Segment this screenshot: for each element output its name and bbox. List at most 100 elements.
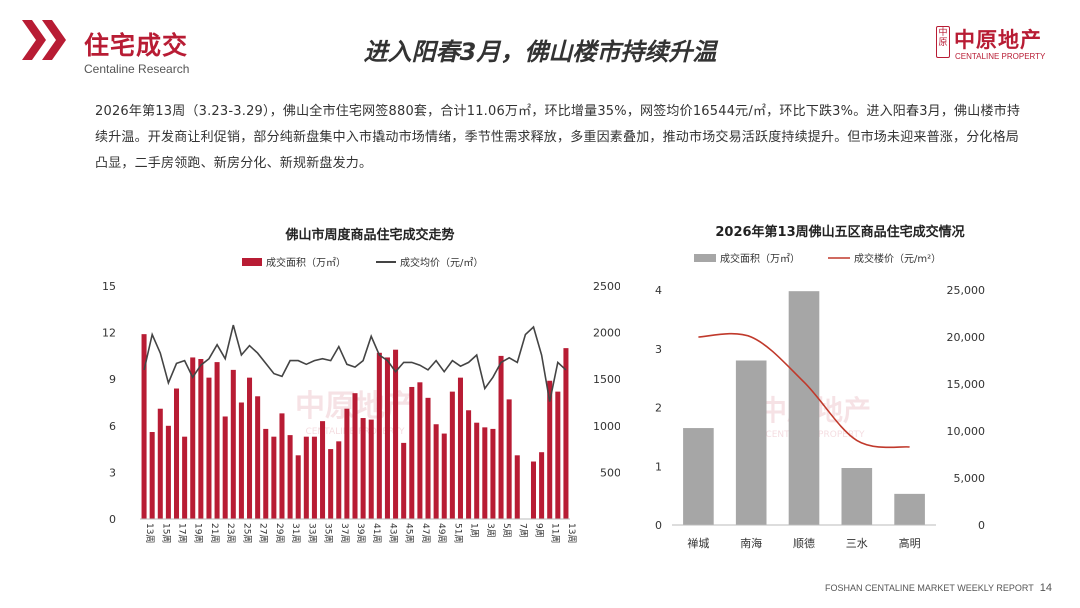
footer-text: FOSHAN CENTALINE MARKET WEEKLY REPORT — [825, 583, 1034, 593]
bar-area — [466, 410, 472, 519]
summary-paragraph: 2026年第13周（3.23-3.29），佛山全市住宅网签880套，合计11.0… — [95, 104, 1021, 171]
bar-area — [425, 397, 431, 519]
bar-area — [206, 377, 212, 519]
bar-area — [376, 352, 382, 519]
bar-area — [506, 399, 512, 519]
corp-name: 中原地产 — [954, 28, 1042, 52]
x-tick-label: 35周 — [323, 523, 334, 543]
y-left-tick-label: 4 — [655, 284, 662, 297]
x-tick-label: 9周 — [534, 523, 545, 538]
bar-area — [360, 418, 366, 519]
x-tick-label: 25周 — [241, 523, 252, 543]
y-left-tick-label: 0 — [109, 513, 116, 526]
bar-area — [547, 380, 553, 519]
bar-area — [409, 386, 415, 519]
x-tick-label: 13周 — [566, 523, 577, 543]
y-left-tick-label: 2 — [655, 402, 662, 415]
legend-swatch-area — [242, 258, 262, 266]
legend-swatch-area — [694, 254, 716, 262]
legend-label-price: 成交均价（元/㎡） — [400, 256, 483, 269]
x-tick-label: 顺德 — [793, 536, 815, 550]
bar-area — [417, 382, 423, 519]
line-price — [143, 324, 567, 402]
bar-area — [222, 416, 228, 519]
y-left-tick-label: 12 — [102, 327, 116, 340]
legend-label-area: 成交面积（万㎡） — [720, 252, 800, 265]
x-tick-label: 51周 — [452, 523, 463, 543]
bar-area — [490, 428, 496, 519]
x-tick-label: 19周 — [193, 523, 204, 543]
section-title: 住宅成交 — [84, 31, 189, 60]
bar-area — [368, 419, 374, 519]
bar-area — [441, 433, 447, 519]
y-right-tick-label: 10,000 — [947, 425, 986, 438]
bar-area — [320, 421, 326, 519]
bar-area — [344, 408, 350, 519]
y-right-tick-label: 20000 — [593, 327, 620, 340]
bar-area — [182, 436, 188, 519]
bar-area — [841, 468, 873, 525]
bar-area — [263, 428, 269, 519]
x-tick-label: 5周 — [501, 523, 512, 538]
bar-area — [894, 493, 925, 525]
bar-area — [303, 436, 309, 519]
legend-label-area: 成交面积（万㎡） — [266, 256, 346, 269]
x-tick-label: 南海 — [740, 536, 762, 550]
x-tick-label: 49周 — [436, 523, 447, 543]
x-tick-label: 33周 — [306, 523, 317, 543]
bar-area — [474, 422, 480, 519]
bar-area — [287, 435, 293, 519]
y-right-tick-label: 25000 — [593, 280, 620, 293]
x-tick-label: 11周 — [550, 523, 561, 543]
x-tick-label: 37周 — [339, 523, 350, 543]
chart2-title: 2026年第13周佛山五区商品住宅成交情况 — [715, 225, 965, 240]
x-tick-label: 21周 — [209, 523, 220, 543]
x-tick-label: 31周 — [290, 523, 301, 543]
bar-area — [788, 291, 820, 525]
y-left-tick-label: 3 — [655, 343, 662, 356]
x-tick-label: 13周 — [144, 523, 155, 543]
chart1-title: 佛山市周度商品住宅成交走势 — [285, 228, 455, 243]
x-tick-label: 39周 — [355, 523, 366, 543]
bar-area — [498, 355, 504, 519]
y-right-tick-label: 0 — [978, 519, 985, 532]
y-right-tick-label: 15,000 — [947, 378, 986, 391]
y-left-tick-label: 15 — [102, 280, 116, 293]
x-tick-label: 禅城 — [687, 536, 709, 550]
y-right-tick-label: 15000 — [593, 373, 620, 386]
y-right-tick-label: 5000 — [600, 466, 620, 479]
y-right-tick-label: 10000 — [593, 420, 620, 433]
x-tick-label: 45周 — [404, 523, 415, 543]
y-left-tick-label: 9 — [109, 373, 116, 386]
bar-area — [173, 388, 180, 519]
section-subtitle: Centaline Research — [84, 62, 190, 76]
bar-area — [457, 377, 463, 519]
bar-area — [247, 377, 253, 519]
bar-area — [238, 402, 244, 519]
y-left-tick-label: 3 — [109, 466, 116, 479]
x-tick-label: 7周 — [517, 523, 528, 538]
x-tick-label: 1周 — [469, 523, 480, 538]
page-number: 14 — [1039, 582, 1052, 594]
bar-area — [539, 452, 545, 519]
bar-area — [514, 455, 520, 519]
x-tick-label: 27周 — [258, 523, 269, 543]
page-footer: FOSHAN CENTALINE MARKET WEEKLY REPORT 14 — [825, 582, 1052, 594]
bar-area — [735, 360, 767, 525]
y-right-tick-label: 25,000 — [947, 284, 986, 297]
corp-name-en: CENTALINE PROPERTY — [955, 52, 1046, 61]
bar-area — [336, 441, 342, 519]
x-tick-label: 17周 — [177, 523, 188, 543]
y-left-tick-label: 6 — [109, 420, 116, 433]
y-left-tick-label: 0 — [655, 519, 662, 532]
line-price — [698, 332, 910, 449]
bar-area — [482, 427, 488, 519]
bar-area — [198, 359, 204, 519]
brand-chevron-logo — [22, 20, 66, 60]
bar-area — [279, 413, 285, 519]
x-tick-label: 29周 — [274, 523, 285, 543]
bar-area — [352, 393, 358, 519]
x-tick-label: 23周 — [225, 523, 236, 543]
